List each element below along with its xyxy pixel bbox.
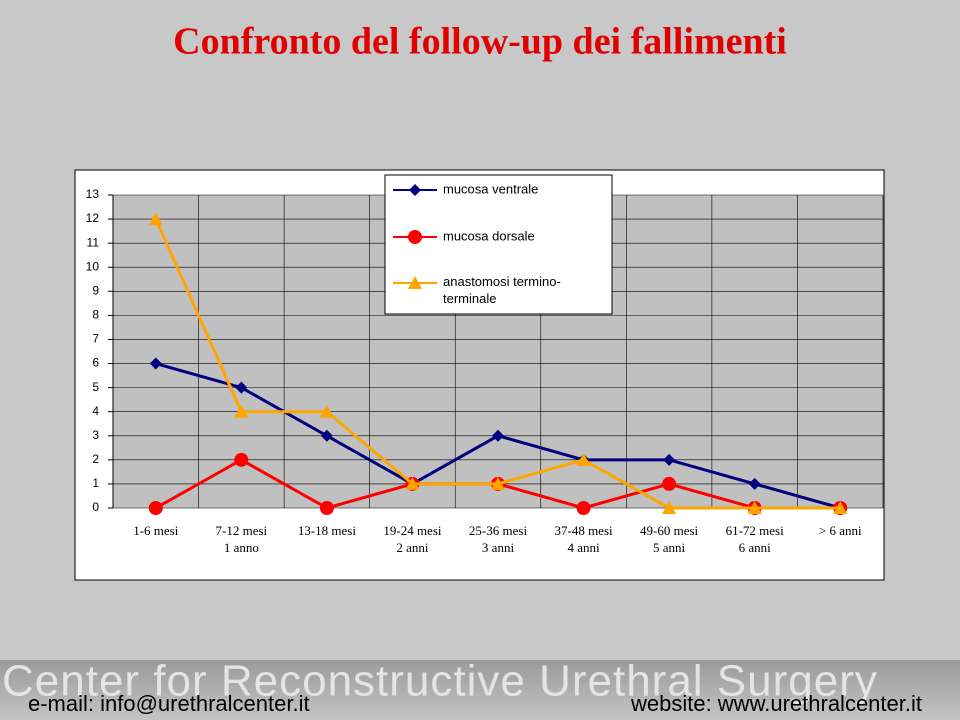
point xyxy=(320,429,333,442)
point xyxy=(234,404,249,418)
point xyxy=(408,276,422,289)
y-tick-label: 10 xyxy=(86,259,100,273)
point xyxy=(235,381,248,394)
y-tick-label: 5 xyxy=(92,380,99,394)
x-tick-label: 7-12 mesi 1 anno xyxy=(216,523,268,555)
point xyxy=(491,476,505,490)
point xyxy=(833,501,848,514)
y-tick-label: 6 xyxy=(92,356,99,370)
footer-band xyxy=(0,660,960,720)
x-tick-label: 37-48 mesi 4 anni xyxy=(554,523,613,555)
y-tick-label: 7 xyxy=(92,332,99,346)
y-tick-label: 0 xyxy=(92,500,99,514)
legend-label: mucosa ventrale xyxy=(443,181,538,196)
x-tick-line: 5 anni xyxy=(653,540,686,555)
point xyxy=(148,501,163,515)
x-tick-line: 13-18 mesi xyxy=(298,523,357,538)
point xyxy=(319,404,334,418)
y-tick-label: 13 xyxy=(86,187,100,201)
point xyxy=(576,452,591,466)
y-tick-label: 12 xyxy=(86,211,100,225)
point xyxy=(662,476,677,491)
x-tick-label: 61-72 mesi 6 anni xyxy=(726,523,785,555)
y-tick-label: 1 xyxy=(92,476,99,490)
x-tick-label: 1-6 mesi xyxy=(133,523,179,538)
point xyxy=(747,501,762,514)
legend-label: anastomosi termino-terminale xyxy=(443,274,561,306)
x-tick-label: 13-18 mesi xyxy=(298,523,357,538)
x-tick-line: 25-36 mesi xyxy=(469,523,528,538)
point xyxy=(149,357,162,370)
footer-brand: Center for Reconstructive Urethral Surge… xyxy=(2,657,878,706)
x-tick-line: 19-24 mesi xyxy=(383,523,442,538)
x-tick-line: 49-60 mesi xyxy=(640,523,699,538)
y-tick-label: 4 xyxy=(92,404,99,418)
x-tick-line: > 6 anni xyxy=(819,523,862,538)
y-tick-label: 11 xyxy=(87,235,100,249)
point xyxy=(405,476,420,490)
point xyxy=(408,230,422,244)
chart-title: Confronto del follow-up dei fallimenti xyxy=(173,21,787,63)
x-tick-line: 37-48 mesi xyxy=(554,523,613,538)
x-tick-label: 25-36 mesi 3 anni xyxy=(469,523,528,555)
point xyxy=(409,184,421,196)
point xyxy=(234,452,249,467)
point xyxy=(748,477,761,490)
x-tick-line: 6 anni xyxy=(739,540,772,555)
y-tick-label: 9 xyxy=(92,283,99,297)
x-tick-line: 3 anni xyxy=(482,540,515,555)
footer-website: website: www.urethralcenter.it xyxy=(630,691,922,716)
x-tick-label: 19-24 mesi 2 anni xyxy=(383,523,442,555)
x-tick-line: 4 anni xyxy=(567,540,600,555)
x-tick-label: > 6 anni xyxy=(819,523,862,538)
legend xyxy=(384,174,613,315)
legend-label: mucosa dorsale xyxy=(443,228,535,243)
x-tick-line: 2 anni xyxy=(396,540,429,555)
y-tick-label: 3 xyxy=(92,428,99,442)
point xyxy=(663,453,676,466)
x-tick-line: 7-12 mesi xyxy=(216,523,268,538)
x-tick-line: 1 anno xyxy=(224,540,259,555)
point xyxy=(148,212,163,226)
footer-email: e-mail: info@urethralcenter.it xyxy=(28,691,310,716)
y-tick-label: 2 xyxy=(92,452,99,466)
x-tick-line: 61-72 mesi xyxy=(726,523,785,538)
point xyxy=(576,501,591,515)
x-tick-label: 49-60 mesi 5 anni xyxy=(640,523,699,555)
point xyxy=(319,501,334,515)
point xyxy=(662,501,677,514)
y-tick-label: 8 xyxy=(92,308,99,322)
x-tick-line: 1-6 mesi xyxy=(133,523,179,538)
point xyxy=(492,429,504,442)
